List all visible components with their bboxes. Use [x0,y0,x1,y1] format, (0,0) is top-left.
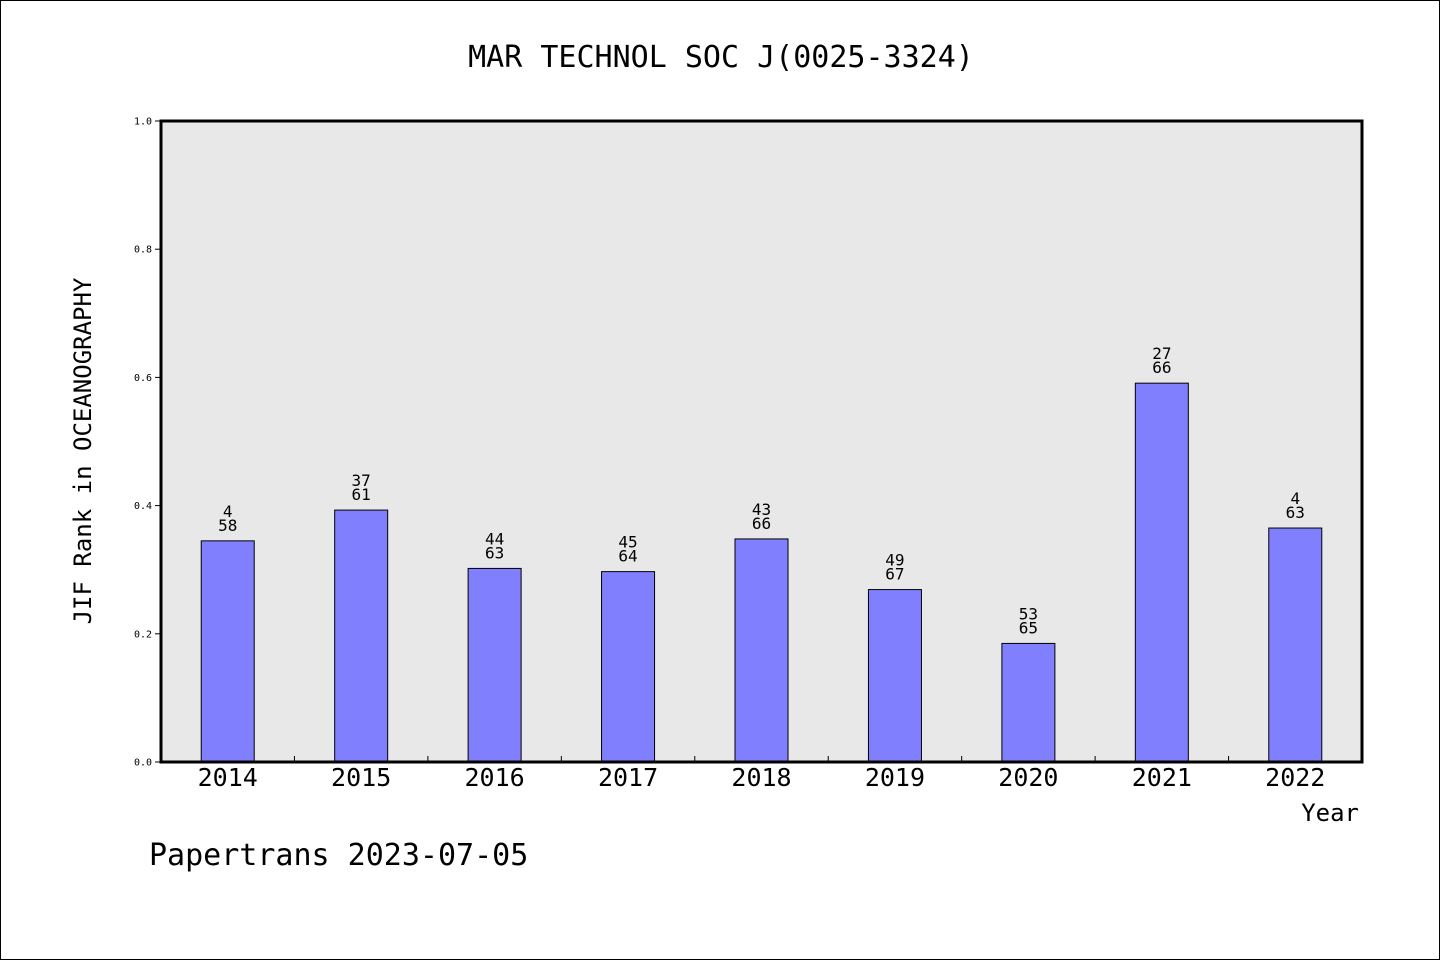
x-tick-label: 2020 [998,763,1058,792]
x-tick-label: 2014 [198,763,258,792]
bar-total-label: 63 [1286,503,1305,522]
x-tick-label: 2017 [598,763,658,792]
bar-total-label: 61 [352,485,371,504]
bar [1134,382,1189,763]
y-tick-label: 1.0 [134,117,152,128]
bar-total-label: 63 [485,543,504,562]
bar [1001,642,1056,763]
bar-rank-label: 44 [485,529,504,548]
y-tick-label: 0.4 [134,501,152,512]
x-tick-label: 2016 [465,763,525,792]
bar-rank-label: 45 [618,533,637,552]
y-axis-title: JIF Rank in OCEANOGRAPHY [69,277,97,624]
x-tick-label: 2018 [731,763,791,792]
bar-total-label: 65 [1019,618,1038,637]
y-axis: 0.0 0.2 0.4 0.6 0.8 1.0 [134,117,161,769]
bar-rank-label: 49 [885,551,904,570]
bars-layer [200,382,1323,763]
x-axis: 2014 2015 2016 2017 2018 2019 2020 2021 2022 [198,756,1325,792]
plot-frame [159,119,1364,764]
bar-rank-label: 37 [352,471,371,490]
x-tick-label: 2022 [1265,763,1325,792]
bar-total-label: 66 [752,514,771,533]
y-tick-label: 0.2 [134,629,152,640]
bar-rank-label: 43 [752,500,771,519]
y-tick-label: 0.8 [134,245,152,256]
bar-total-label: 66 [1152,358,1171,377]
bar-total-label: 67 [885,565,904,584]
x-tick-label: 2019 [865,763,925,792]
bar [601,571,656,763]
bar [467,567,522,763]
bar [334,509,389,763]
bar-rank-label: 4 [223,502,233,521]
bar [867,589,922,763]
bar-total-label: 64 [618,547,637,566]
x-tick-label: 2015 [331,763,391,792]
bar [1268,527,1323,763]
bar-rank-label: 53 [1019,604,1038,623]
x-tick-label: 2021 [1132,763,1192,792]
y-tick-label: 0.6 [134,373,152,384]
footer-credit: Papertrans 2023-07-05 [149,838,528,873]
bar-rank-label: 4 [1290,489,1300,508]
bar-rank-label: 27 [1152,344,1171,363]
bar [734,538,789,763]
x-axis-title: Year [1301,799,1359,827]
bar-total-label: 58 [218,516,237,535]
bar [200,540,255,763]
y-tick-label: 0.0 [134,758,152,769]
chart-title: MAR TECHNOL SOC J(0025-3324) [468,40,974,75]
